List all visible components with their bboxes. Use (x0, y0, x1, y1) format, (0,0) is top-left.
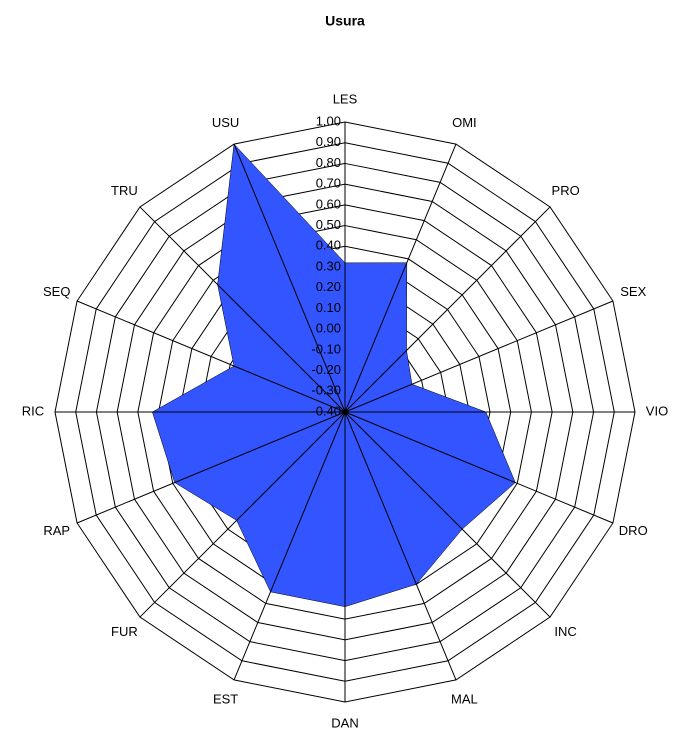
category-label: OMI (452, 115, 477, 130)
tick-label: 0.40 (316, 238, 341, 253)
tick-label: -0.10 (311, 341, 341, 356)
category-label: USU (212, 115, 239, 130)
spoke (344, 300, 614, 413)
category-label: PRO (552, 183, 580, 198)
spoke (344, 411, 551, 618)
tick-label: 0.90 (316, 134, 341, 149)
tick-label: 0.70 (316, 176, 341, 191)
spoke (76, 411, 346, 524)
tick-label: -0.30 (311, 383, 341, 398)
center-dot (342, 409, 348, 415)
category-label: LES (333, 91, 358, 106)
spoke (344, 411, 614, 524)
category-label: MAL (451, 692, 478, 707)
category-label: VIO (646, 403, 668, 418)
spoke (139, 411, 346, 618)
spoke (344, 411, 457, 681)
tick-label: 0.00 (316, 321, 341, 336)
tick-label: 0.50 (316, 217, 341, 232)
category-label: DRO (619, 523, 648, 538)
category-label: DAN (331, 715, 358, 730)
tick-label: 0.30 (316, 258, 341, 273)
spoke (233, 143, 346, 413)
tick-label: 0.60 (316, 196, 341, 211)
chart-title: Usura (325, 13, 365, 29)
category-label: RAP (43, 523, 70, 538)
category-label: EST (213, 692, 238, 707)
tick-label: 0.10 (316, 300, 341, 315)
spoke (233, 411, 346, 681)
tick-label: 0.20 (316, 279, 341, 294)
tick-label: 1.00 (316, 113, 341, 128)
category-label: TRU (111, 183, 138, 198)
category-label: SEX (620, 284, 646, 299)
category-label: SEQ (43, 284, 70, 299)
spoke (344, 206, 551, 413)
category-label: RIC (22, 403, 44, 418)
category-label: FUR (111, 624, 138, 639)
spoke (344, 143, 457, 413)
category-label: INC (554, 624, 576, 639)
tick-label: -0.20 (311, 362, 341, 377)
tick-label: 0.80 (316, 155, 341, 170)
spoke (139, 206, 346, 413)
spoke (76, 300, 346, 413)
tick-label: -0.40 (311, 403, 341, 418)
